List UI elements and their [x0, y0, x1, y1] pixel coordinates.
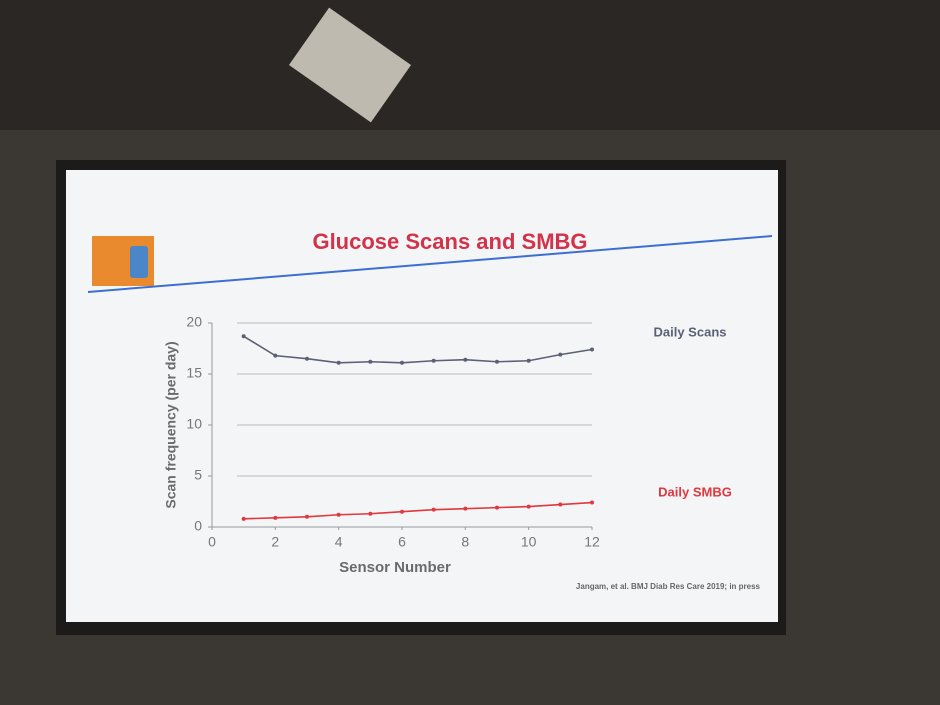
slide-icon-phone	[130, 246, 148, 278]
x-tick-label: 12	[584, 534, 600, 550]
y-tick-label: 20	[186, 314, 202, 330]
series-marker	[400, 360, 404, 365]
ceiling-light	[288, 7, 412, 123]
series-marker	[495, 359, 499, 364]
y-tick-label: 5	[194, 467, 202, 483]
series-marker	[336, 512, 341, 517]
series-marker	[526, 358, 531, 363]
series-marker	[431, 358, 436, 363]
series-marker	[368, 511, 373, 516]
chart-title: Glucose Scans and SMBG	[312, 229, 587, 254]
series-marker	[400, 509, 404, 514]
x-tick-label: 4	[335, 534, 343, 550]
series-marker	[590, 347, 594, 352]
series-line	[243, 335, 593, 364]
series-marker	[305, 356, 309, 361]
legend-label: Daily SMBG	[658, 484, 732, 499]
y-tick-label: 15	[186, 365, 202, 381]
series-marker	[463, 357, 468, 362]
series-marker	[241, 516, 246, 521]
x-tick-label: 2	[271, 534, 279, 550]
series-marker	[336, 360, 341, 365]
x-axis-label: Sensor Number	[339, 559, 451, 576]
x-tick-label: 10	[521, 534, 537, 550]
source-note: Jangam, et al. BMJ Diab Res Care 2019; i…	[576, 582, 761, 591]
series-marker	[558, 502, 563, 507]
series-marker	[590, 500, 594, 505]
series-marker	[495, 505, 499, 510]
y-tick-label: 10	[186, 416, 202, 432]
series-marker	[273, 515, 278, 520]
series-line	[243, 501, 593, 520]
series-marker	[431, 507, 436, 512]
x-tick-label: 6	[398, 534, 406, 550]
y-axis-label: Scan frequency (per day)	[163, 341, 179, 508]
ceiling	[0, 0, 940, 130]
y-tick-label: 0	[194, 518, 202, 534]
series-marker	[368, 359, 373, 364]
series-marker	[305, 514, 309, 519]
title-rule	[87, 235, 773, 293]
series-marker	[558, 352, 563, 357]
x-tick-label: 8	[461, 534, 469, 550]
series-marker	[273, 353, 278, 358]
x-tick-label: 0	[208, 534, 216, 550]
series-marker	[526, 504, 531, 509]
series-marker	[241, 334, 246, 339]
legend-label: Daily Scans	[654, 324, 727, 339]
series-marker	[463, 506, 468, 511]
